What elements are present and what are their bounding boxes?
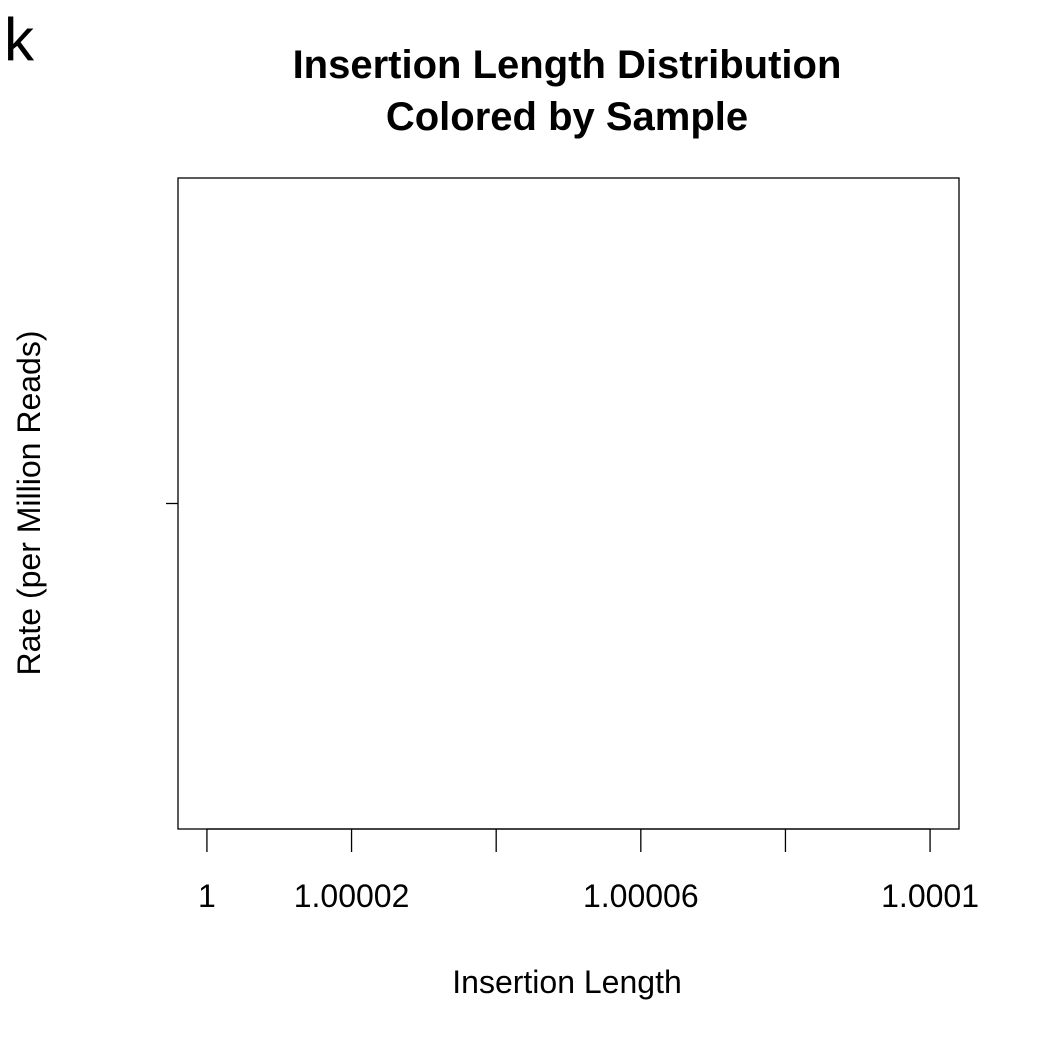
plot-area-frame — [177, 177, 960, 830]
chart-title: Insertion Length Distribution — [293, 43, 842, 87]
panel-letter: k — [4, 6, 35, 73]
y-axis-label: Rate (per Million Reads) — [11, 330, 47, 675]
x-tick-label: 1.00006 — [583, 878, 699, 914]
x-axis: 1 1.00002 1.00006 1.0001 — [198, 828, 979, 914]
x-tick-label: 1 — [198, 878, 216, 914]
x-tick-label: 1.0001 — [881, 878, 979, 914]
x-axis-label: Insertion Length — [452, 964, 682, 1000]
chart-subtitle: Colored by Sample — [386, 95, 748, 139]
x-tick-label: 1.00002 — [294, 878, 410, 914]
